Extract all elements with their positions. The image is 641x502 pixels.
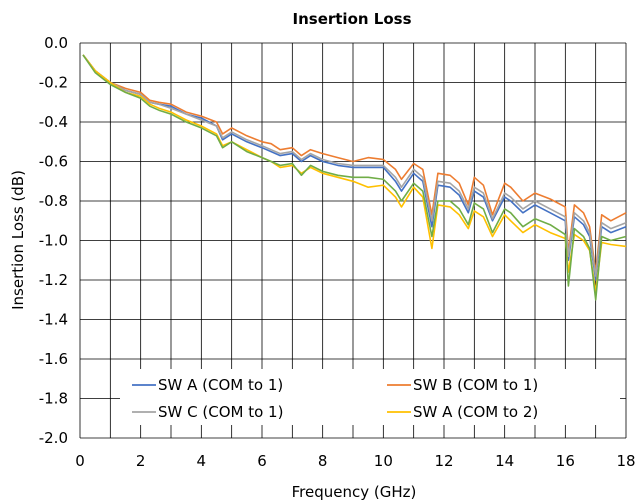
x-tick-label: 0 [75,452,85,470]
y-tick-labels: 0.0 -0.2 -0.4 -0.6 -0.8 -1.0 -1.2 -1.4 -1.6 -1.8 -… [39,34,68,447]
y-tick-label: -0.6 [39,153,68,171]
y-tick-label: -1.6 [39,350,68,368]
y-tick-label: -1.2 [39,271,68,289]
x-tick-label: 10 [374,452,393,470]
y-tick-label: -1.0 [39,232,68,250]
x-tick-label: 8 [318,452,328,470]
y-tick-label: -0.8 [39,192,68,210]
y-tick-label: 0.0 [44,34,68,52]
legend-entry: SW C (COM to 1) [158,403,283,421]
x-tick-label: 16 [556,452,575,470]
legend-entry: SW B (COM to 1) [413,376,538,394]
series-lines [82,54,627,301]
legend-entry: SW A (COM to 2) [413,403,538,421]
series-line-1 [82,54,627,281]
x-tick-label: 4 [197,452,207,470]
x-tick-label: 14 [495,452,514,470]
y-tick-label: -2.0 [39,429,68,447]
x-tick-label: 2 [136,452,146,470]
y-tick-label: -0.4 [39,113,68,131]
legend-background [120,369,620,425]
x-axis-label: Frequency (GHz) [292,483,417,501]
series-line-5 [82,54,627,301]
chart-title: Insertion Loss [293,10,412,28]
y-tick-label: -0.2 [39,74,68,92]
series-line-3 [82,54,627,277]
y-axis-label: Insertion Loss (dB) [9,170,27,310]
x-tick-label: 12 [434,452,453,470]
series-line-4 [82,54,627,293]
series-line-2 [82,54,627,273]
x-tick-label: 18 [616,452,635,470]
y-tick-label: -1.4 [39,311,68,329]
legend: SW A (COM to 1) SW B (COM to 1) SW C (COM … [120,369,620,425]
x-tick-label: 6 [257,452,267,470]
legend-entry: SW A (COM to 1) [158,376,283,394]
y-tick-label: -1.8 [39,390,68,408]
x-tick-labels: 0 2 4 6 8 10 12 14 16 18 [75,452,635,470]
